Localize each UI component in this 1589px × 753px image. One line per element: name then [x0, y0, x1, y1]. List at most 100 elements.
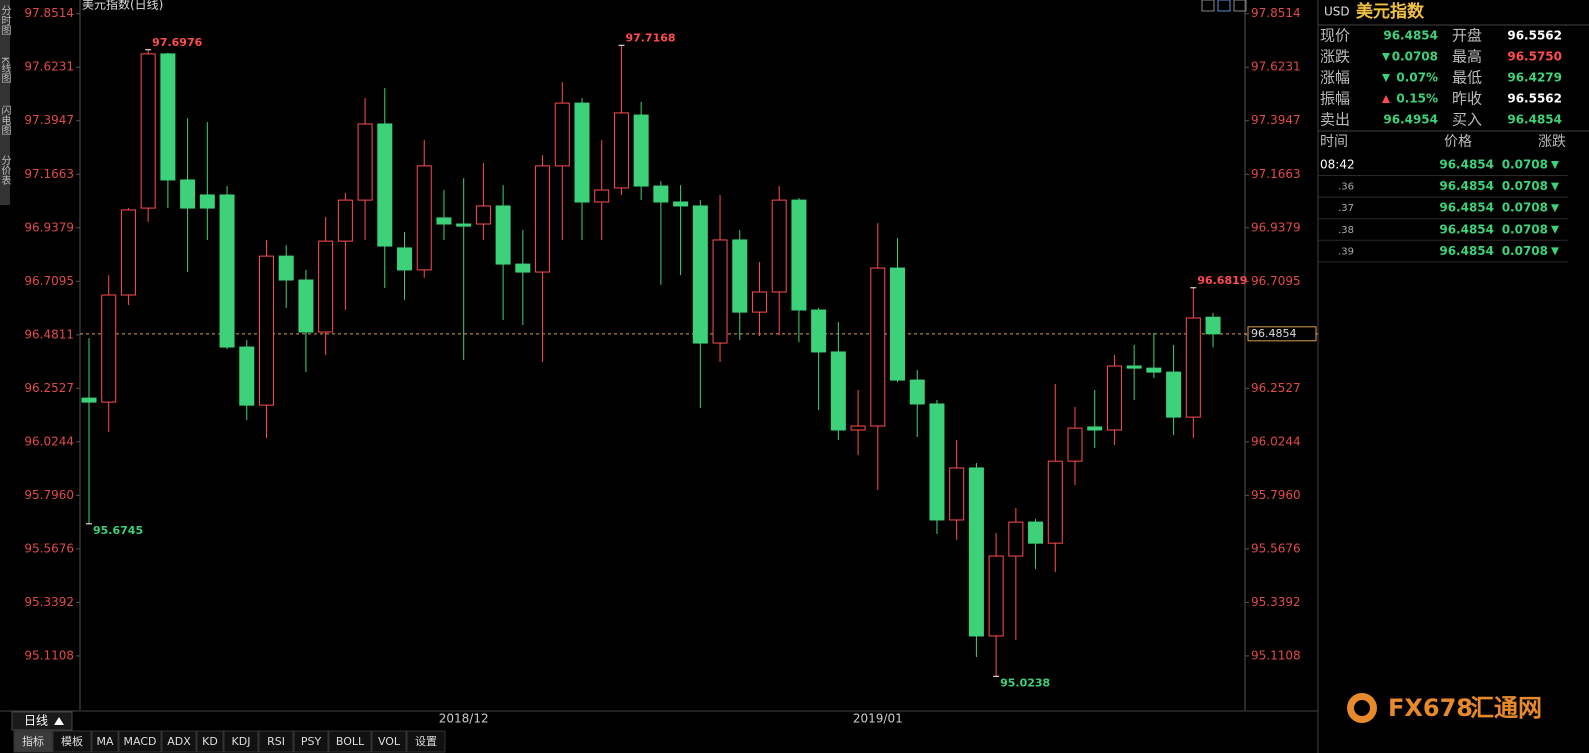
toolbar-tab-label[interactable]: 指标 — [22, 734, 44, 748]
candle-body — [633, 114, 649, 187]
high-label: 97.7168 — [625, 31, 675, 44]
toolbar-tab-label[interactable]: 模板 — [61, 734, 83, 748]
window-button[interactable] — [1217, 0, 1231, 12]
quote-label: 最低 — [1452, 69, 1482, 87]
toolbar-tab[interactable] — [52, 730, 92, 753]
side-tab-strip — [0, 0, 10, 205]
candle-body — [830, 351, 846, 431]
candle-body — [101, 294, 117, 403]
x-tick-label: 2018/12 — [439, 712, 489, 726]
candle-body — [1166, 371, 1182, 418]
toolbar-tab-label[interactable]: VOL — [378, 735, 401, 748]
low-label: 95.0238 — [1000, 676, 1050, 689]
candle-body — [278, 255, 294, 281]
toolbar-tab[interactable] — [196, 730, 224, 753]
quote-label: 卖出 — [1320, 111, 1350, 129]
toolbar-tab-label[interactable]: KDJ — [232, 735, 251, 748]
y-tick-label-right: 96.0244 — [1251, 434, 1301, 448]
candle-body — [535, 165, 551, 273]
toolbar-tab[interactable] — [328, 730, 372, 753]
side-tab[interactable]: 分价表 — [0, 155, 11, 186]
arrow-icon — [1551, 161, 1559, 169]
quote-label: 最高 — [1452, 48, 1482, 66]
toolbar-tab[interactable] — [13, 730, 53, 753]
high-label: 96.6819 — [1197, 274, 1247, 287]
y-tick-label: 96.9379 — [24, 220, 74, 234]
toolbar-tab-label[interactable]: RSI — [267, 735, 285, 748]
candle-body — [673, 201, 689, 207]
y-tick-label-right: 95.5676 — [1251, 541, 1301, 555]
toolbar-tab[interactable] — [258, 730, 294, 753]
candle-body — [475, 205, 491, 225]
candle-body — [456, 223, 472, 227]
toolbar-tab-label[interactable]: KD — [202, 735, 218, 748]
arrow-icon — [1551, 204, 1559, 213]
toolbar-tab[interactable] — [118, 730, 162, 753]
quote-value: 96.4854 — [1507, 113, 1562, 127]
table-header: 价格 — [1444, 134, 1472, 150]
candle-body — [1185, 317, 1201, 418]
y-tick-label-right: 97.6231 — [1251, 60, 1301, 74]
y-tick-label: 95.5676 — [24, 541, 74, 555]
last-price-box — [1247, 326, 1317, 342]
candle-body — [436, 217, 452, 225]
toolbar-tab[interactable] — [91, 730, 119, 753]
logo-icon-inner — [1354, 700, 1370, 716]
side-tab[interactable]: 闪电图 — [0, 104, 11, 136]
side-tab[interactable]: 分时图 — [0, 5, 11, 36]
toolbar-tab-label[interactable]: 设置 — [415, 735, 437, 748]
quote-value: 96.5562 — [1507, 29, 1562, 43]
candle-body — [357, 123, 373, 201]
candle-body — [1047, 460, 1063, 544]
quote-label: 现价 — [1320, 27, 1350, 45]
candle-body — [140, 53, 156, 209]
toolbar-tab[interactable] — [406, 730, 446, 753]
logo-name: 汇通网 — [1470, 694, 1542, 722]
window-button[interactable] — [1201, 0, 1215, 12]
tick-time: .36 — [1338, 182, 1354, 193]
y-tick-label-right: 96.2527 — [1251, 381, 1301, 395]
quote-symbol: USD — [1324, 5, 1350, 19]
table-header: 时间 — [1320, 134, 1348, 150]
y-tick-label-right: 95.7960 — [1251, 488, 1301, 502]
side-tab[interactable]: K线图 — [0, 57, 11, 84]
candle-body — [1067, 427, 1083, 462]
toolbar-tab[interactable] — [371, 730, 407, 753]
logo-brand: FX678 — [1388, 694, 1473, 722]
candle-body — [397, 247, 413, 271]
y-tick-label: 95.3392 — [24, 595, 74, 609]
quote-value: 0.15% — [1396, 92, 1438, 106]
toolbar-tab-label[interactable]: MA — [96, 735, 113, 748]
candle-body — [318, 240, 334, 333]
y-tick-label: 97.3947 — [24, 113, 74, 127]
candle-body — [1205, 316, 1221, 335]
toolbar-tab[interactable] — [293, 730, 329, 753]
toolbar-tab-label[interactable]: PSY — [301, 735, 322, 748]
tick-change: 0.0708 — [1502, 179, 1548, 193]
candle-body — [1106, 365, 1122, 431]
candle-body — [160, 53, 176, 181]
toolbar-tab-label[interactable]: ADX — [167, 735, 191, 748]
period-selector[interactable] — [11, 711, 73, 731]
candle-body — [751, 291, 767, 313]
quote-name: 美元指数 — [1356, 1, 1425, 22]
tick-time: .39 — [1338, 246, 1354, 257]
candle-body — [377, 123, 393, 247]
y-tick-label: 96.4811 — [24, 327, 74, 341]
arrow-icon — [1382, 53, 1390, 61]
y-tick-label: 95.7960 — [24, 488, 74, 502]
window-button[interactable] — [1233, 0, 1247, 12]
candle-body — [120, 209, 136, 296]
toolbar-tab[interactable] — [223, 730, 259, 753]
period-label[interactable]: 日线 — [24, 714, 48, 728]
candle-body — [239, 346, 255, 406]
candle-body — [1087, 426, 1103, 431]
toolbar-tab[interactable] — [161, 730, 197, 753]
arrow-icon — [1551, 225, 1559, 234]
toolbar-tab-label[interactable]: MACD — [124, 735, 157, 748]
candle-body — [1028, 521, 1044, 544]
toolbar-tab-label[interactable]: BOLL — [336, 735, 365, 748]
arrow-icon — [1382, 95, 1390, 103]
quote-value: 96.4854 — [1383, 29, 1438, 43]
